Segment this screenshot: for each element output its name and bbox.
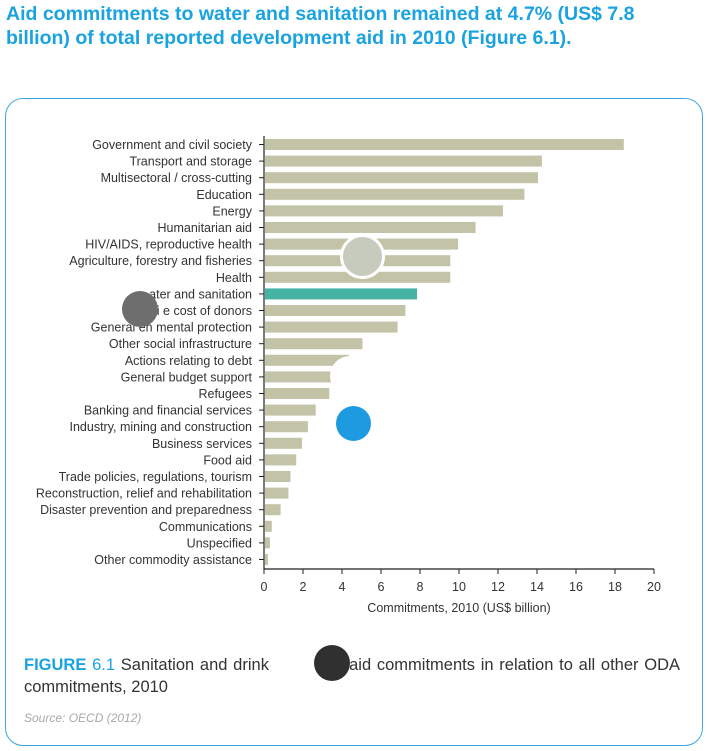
category-label: Transport and storage [129,155,252,169]
headline: Aid commitments to water and sanitation … [6,3,635,49]
category-label: Multisectoral / cross-cutting [101,171,252,185]
category-label: Other commodity assistance [94,553,252,567]
category-label: Refugees [198,387,252,401]
bar-government-and-civil-society [265,139,624,150]
black-dot-over-caption [314,645,350,681]
bar-actions-relating-to-debt [265,354,349,366]
category-label: Actions relating to debt [125,354,253,368]
category-label: Communications [159,520,252,534]
x-tick-label: 10 [452,580,466,594]
dark-grey-dot-over-admin-label [122,291,158,327]
x-tick-label: 12 [491,580,505,594]
category-label: Education [196,188,252,202]
bar-general-environmental-protection [265,321,398,333]
bar-education [265,188,525,200]
bar-general-budget-support [265,371,334,383]
category-label: General budget support [121,370,253,384]
category-label: Unspecified [187,536,252,550]
source-note: Source: OECD (2012) [24,711,142,725]
blue-dot-over-bars [336,406,371,441]
x-tick-label: 20 [647,580,661,594]
caption-text-end: ater aid commitments in relation to all … [24,656,680,696]
category-label: Food aid [203,453,252,467]
bar-business-services [265,437,302,449]
category-label: ater and sanitation [149,287,252,301]
bar-humanitarian-aid [265,222,476,233]
bar-energy [265,205,503,217]
bar-food-aid [265,454,297,466]
x-tick-label: 18 [608,580,622,594]
category-label: Agriculture, forestry and fisheries [69,254,252,268]
category-label: Banking and financial services [84,404,252,418]
category-label: Trade policies, regulations, tourism [59,470,252,484]
bar-industry-mining-and-construction [265,421,308,433]
figure-number: 6.1 [92,656,116,674]
category-label: Humanitarian aid [158,221,253,235]
category-label: Government and civil society [92,138,253,152]
category-label: Other social infrastructure [109,337,252,351]
x-tick-label: 16 [569,580,583,594]
bar-communications [265,520,272,532]
category-label: Reconstruction, relief and rehabilitatio… [36,487,252,501]
x-tick-label: 4 [339,580,346,594]
category-label: Disaster prevention and preparedness [40,503,252,517]
bar-trade-policies-regulations-tourism [265,471,291,482]
figure-label: FIGURE [24,656,87,674]
bar-disaster-prevention-and-preparedness [265,504,281,516]
bar-banking-and-financial-services [265,404,316,416]
x-axis-title: Commitments, 2010 (US$ billion) [367,601,550,615]
category-label: Industry, mining and construction [69,420,252,434]
category-label: HIV/AIDS, reproductive health [85,238,252,252]
x-tick-label: 0 [261,580,268,594]
caption-text-start: Sanitation and drink [120,656,269,674]
bar-other-social-infrastructure [265,338,363,350]
x-tick-label: 14 [530,580,544,594]
bar-unspecified [265,537,270,549]
category-label: Business services [152,437,252,451]
white-dot-over-bars [330,356,370,396]
x-tick-label: 8 [417,580,424,594]
figure-caption: FIGURE 6.1 Sanitation and drink ater aid … [24,654,680,698]
category-label: Admi e cost of donors [131,304,252,318]
bar-administrative-cost-of-donors [265,305,406,316]
category-label: Health [216,271,252,285]
bar-multisectoral-cross-cutting [265,172,538,184]
x-tick-label: 2 [300,580,307,594]
bar-refugees [265,388,330,399]
bar-reconstruction-relief-and-rehabilitation [265,487,289,499]
bar-water-supply-and-sanitation [265,288,418,300]
x-tick-label: 6 [378,580,385,594]
bar-transport-and-storage [265,155,542,167]
grey-dot-over-agriculture [340,234,385,279]
category-label: General en mental protection [91,321,252,335]
category-label: Energy [212,204,252,218]
bar-other-commodity-assistance [265,554,268,565]
